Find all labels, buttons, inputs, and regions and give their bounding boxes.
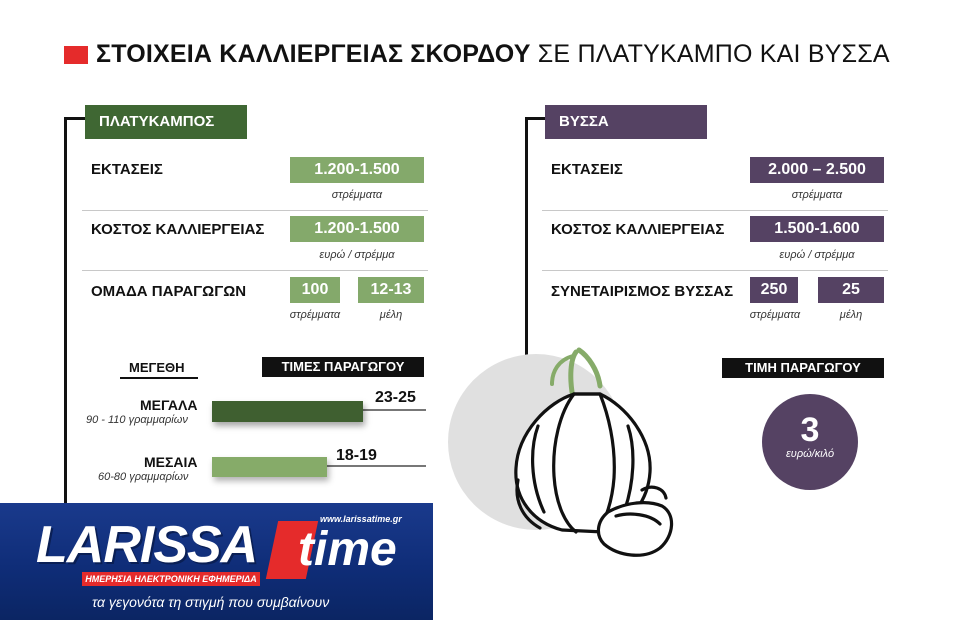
- vyssa-price-value: 3: [800, 411, 820, 449]
- title-bold: ΣΤΟΙΧΕΙΑ ΚΑΛΛΙΕΡΓΕΙΑΣ ΣΚΟΡΔΟΥ: [96, 40, 531, 68]
- platykampos-area-label: ΕΚΤΑΣΕΙΣ: [91, 161, 163, 178]
- title-marker: [64, 46, 88, 64]
- prices-header: ΤΙΜΕΣ ΠΑΡΑΓΩΓΟΥ: [262, 357, 424, 377]
- vyssa-coop-value1: 250: [750, 277, 798, 303]
- divider: [82, 210, 428, 211]
- platykampos-area-unit: στρέμματα: [331, 189, 383, 201]
- platykampos-header: ΠΛΑΤΥΚΑΜΠΟΣ: [85, 105, 247, 139]
- vyssa-cost-value: 1.500-1.600: [750, 216, 884, 242]
- divider: [542, 210, 888, 211]
- size-large-price: 23-25: [375, 389, 416, 406]
- vyssa-price-header: ΤΙΜΗ ΠΑΡΑΓΩΓΟΥ: [722, 358, 884, 378]
- vyssa-cost-label: ΚΟΣΤΟΣ ΚΑΛΛΙΕΡΓΕΙΑΣ: [551, 221, 725, 238]
- platykampos-cost-label: ΚΟΣΤΟΣ ΚΑΛΛΙΕΡΓΕΙΑΣ: [91, 221, 265, 238]
- page-title: ΣΤΟΙΧΕΙΑ ΚΑΛΛΙΕΡΓΕΙΑΣ ΣΚΟΡΔΟΥ ΣΕ ΠΛΑΤΥΚΑ…: [96, 38, 890, 70]
- size-medium-sub: 60-80 γραμμαρίων: [98, 471, 189, 483]
- garlic-illustration: [448, 340, 698, 580]
- size-large-sub: 90 - 110 γραμμαρίων: [86, 414, 188, 426]
- vyssa-coop-unit1: στρέμματα: [749, 309, 801, 321]
- platykampos-cost-value: 1.200-1.500: [290, 216, 424, 242]
- garlic-icon: [448, 347, 674, 557]
- divider: [82, 270, 428, 271]
- title-light: ΣΕ ΠΛΑΤΥΚΑΜΠΟ ΚΑΙ ΒΥΣΣΑ: [537, 40, 890, 68]
- platykampos-bracket-tick: [64, 117, 86, 120]
- platykampos-group-unit2: μέλη: [379, 309, 403, 321]
- platykampos-group-label: ΟΜΑΔΑ ΠΑΡΑΓΩΓΩΝ: [91, 283, 247, 300]
- size-large-name: ΜΕΓΑΛΑ: [140, 397, 198, 413]
- size-medium-name: ΜΕΣΑΙΑ: [144, 454, 198, 470]
- vyssa-price-unit: ευρώ/κιλό: [785, 448, 835, 460]
- platykampos-bracket-line: [64, 117, 67, 510]
- vyssa-coop-unit2: μέλη: [839, 309, 863, 321]
- vyssa-coop-label: ΣΥΝΕΤΑΙΡΙΣΜΟΣ ΒΥΣΣΑΣ: [551, 283, 734, 300]
- vyssa-area-value: 2.000 – 2.500: [750, 157, 884, 183]
- vyssa-area-label: ΕΚΤΑΣΕΙΣ: [551, 161, 623, 178]
- logo-time: time: [298, 523, 397, 576]
- vyssa-area-unit: στρέμματα: [791, 189, 843, 201]
- logo-url[interactable]: www.larissatime.gr: [320, 514, 402, 524]
- logo-slogan: τα γεγονότα τη στιγμή που συμβαίνουν: [92, 594, 330, 610]
- vyssa-bracket-line: [525, 117, 528, 358]
- vyssa-header: ΒΥΣΣΑ: [545, 105, 707, 139]
- logo-tagline: ΗΜΕΡΗΣΙΑ ΗΛΕΚΤΡΟΝΙΚΗ ΕΦΗΜΕΡΙΔΑ: [82, 572, 260, 586]
- platykampos-area-value: 1.200-1.500: [290, 157, 424, 183]
- size-medium-bar: [212, 457, 327, 477]
- platykampos-cost-unit: ευρώ / στρέμμα: [319, 249, 395, 261]
- size-medium-price: 18-19: [336, 447, 377, 464]
- platykampos-group-unit1: στρέμματα: [289, 309, 341, 321]
- sizes-header-underline: [120, 377, 198, 379]
- larissatime-banner[interactable]: LARISSA time www.larissatime.gr ΗΜΕΡΗΣΙΑ…: [0, 503, 433, 620]
- vyssa-coop-value2: 25: [818, 277, 884, 303]
- divider: [542, 270, 888, 271]
- platykampos-group-value1: 100: [290, 277, 340, 303]
- vyssa-bracket-tick: [525, 117, 547, 120]
- platykampos-group-value2: 12-13: [358, 277, 424, 303]
- size-large-bar: [212, 401, 363, 422]
- vyssa-price-badge: 3 ευρώ/κιλό: [762, 394, 858, 490]
- logo-word: LARISSA: [36, 516, 258, 574]
- sizes-header: ΜΕΓΕΘΗ: [129, 360, 185, 375]
- vyssa-cost-unit: ευρώ / στρέμμα: [779, 249, 855, 261]
